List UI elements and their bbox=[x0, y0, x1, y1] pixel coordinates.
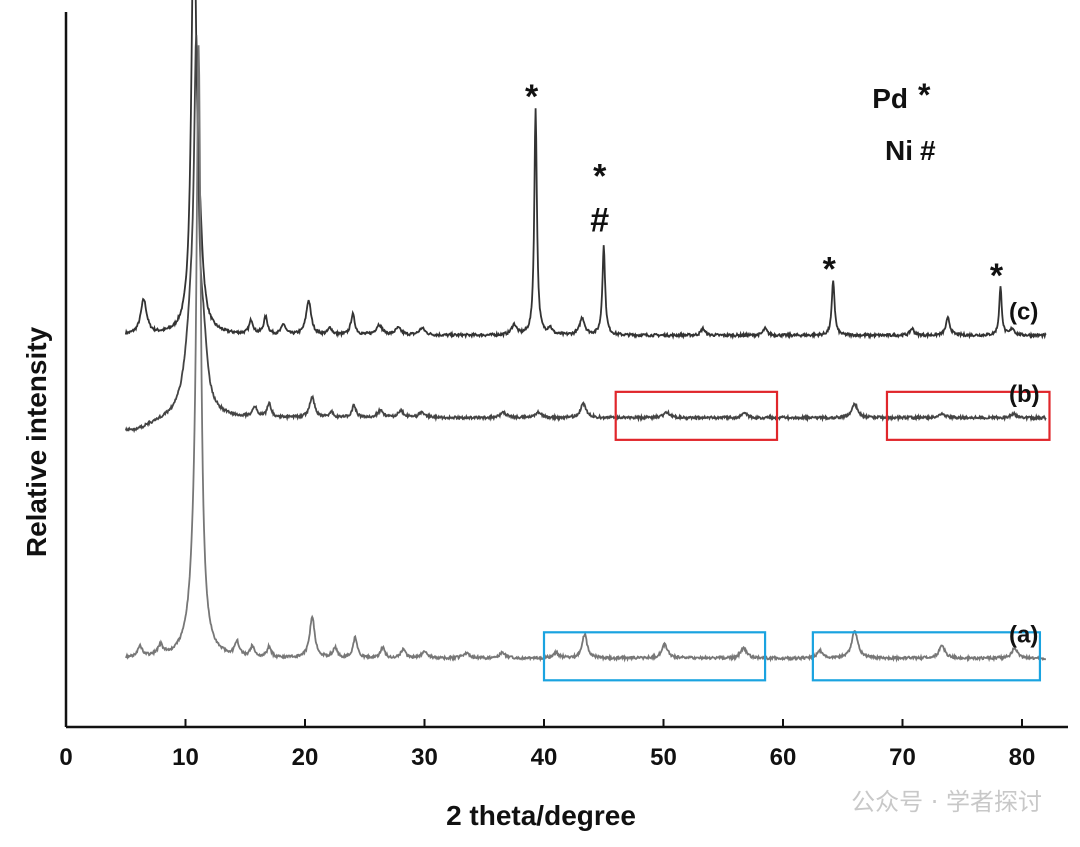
x-ticks: 0 10 20 30 40 50 60 70 80 bbox=[59, 719, 1035, 771]
x-tick-label: 50 bbox=[650, 744, 677, 771]
highlight-box bbox=[811, 631, 1042, 682]
curves bbox=[124, 0, 1047, 663]
legend-ni-symbol: # bbox=[920, 135, 936, 166]
highlight-box bbox=[542, 631, 767, 682]
watermark: 公众号 · 学者探讨 bbox=[851, 788, 1042, 816]
legend: Pd * Ni # bbox=[872, 77, 936, 166]
x-tick-label: 60 bbox=[770, 744, 797, 771]
plot-area: 0 10 20 30 40 50 60 70 80 * # * * * (c) (b) (a) bbox=[59, 0, 1068, 771]
peak-markers: * # * * * bbox=[525, 78, 1004, 295]
series-line bbox=[124, 0, 1047, 340]
series-line bbox=[124, 45, 1046, 663]
x-tick-label: 40 bbox=[531, 744, 558, 771]
y-axis-title: Relative intensity bbox=[21, 326, 52, 557]
x-tick-label: 0 bbox=[59, 744, 72, 771]
highlight-box bbox=[614, 390, 779, 441]
peak-marker: * bbox=[593, 158, 607, 196]
curve-label: (c) bbox=[1009, 298, 1038, 325]
x-tick-label: 20 bbox=[292, 744, 319, 771]
peak-marker: * bbox=[525, 78, 539, 116]
x-tick-label: 80 bbox=[1009, 744, 1036, 771]
peak-marker: * bbox=[990, 257, 1004, 295]
peak-marker: # bbox=[590, 202, 609, 240]
curve-label: (a) bbox=[1009, 621, 1038, 648]
highlight-boxes bbox=[542, 390, 1051, 682]
legend-pd-symbol: * bbox=[918, 77, 931, 113]
series-line bbox=[124, 35, 1047, 434]
highlight-box bbox=[885, 390, 1051, 441]
x-tick-label: 10 bbox=[172, 744, 199, 771]
peak-marker: * bbox=[823, 250, 837, 288]
x-tick-label: 70 bbox=[889, 744, 916, 771]
x-tick-label: 30 bbox=[411, 744, 438, 771]
x-axis-title: 2 theta/degree bbox=[446, 800, 636, 831]
curve-label: (b) bbox=[1009, 381, 1040, 408]
legend-pd-label: Pd bbox=[872, 83, 908, 114]
legend-ni-label: Ni bbox=[885, 135, 913, 166]
curve-labels: (c) (b) (a) bbox=[1009, 298, 1040, 648]
